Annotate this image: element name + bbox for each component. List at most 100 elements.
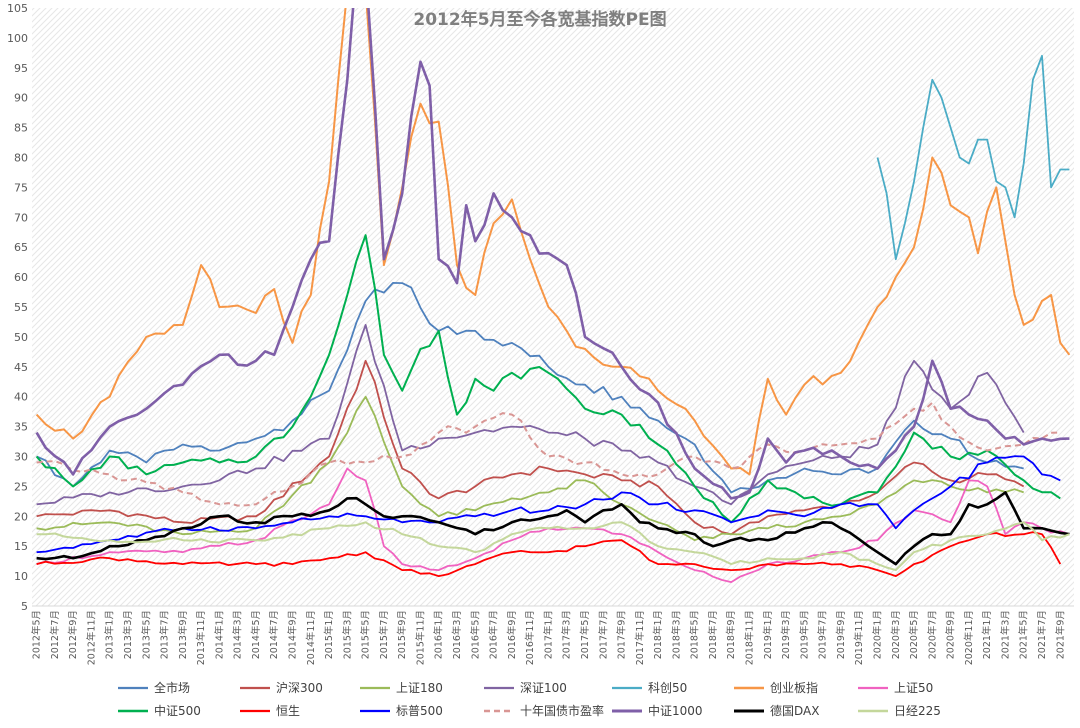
x-tick-label: 2017年5月 bbox=[579, 610, 591, 659]
x-tick-label: 2014年7月 bbox=[268, 610, 280, 659]
legend-label: 德国DAX bbox=[770, 703, 819, 718]
x-tick-label: 2018年11月 bbox=[744, 610, 756, 665]
x-axis: 2012年5月 2012年7月 2012年9月 2012年11月 2013年1月 2013… bbox=[31, 610, 1067, 665]
x-tick-label: 2018年5月 bbox=[689, 610, 701, 659]
x-tick-label: 2021年5月 bbox=[1018, 610, 1030, 659]
x-tick-label: 2014年3月 bbox=[232, 610, 244, 659]
x-tick-label: 2013年7月 bbox=[159, 610, 171, 659]
x-tick-label: 2020年5月 bbox=[908, 610, 920, 659]
y-tick-label: 85 bbox=[14, 122, 28, 135]
y-tick-label: 80 bbox=[14, 152, 28, 165]
x-tick-label: 2019年9月 bbox=[835, 610, 847, 659]
x-tick-label: 2015年3月 bbox=[341, 610, 353, 659]
legend-label: 中证500 bbox=[154, 703, 201, 718]
y-axis: 5 10 15 20 25 30 35 40 45 50 55 60 65 70 75 80 85 90 95 100… bbox=[7, 2, 1074, 613]
y-tick-label: 25 bbox=[14, 480, 28, 493]
x-tick-label: 2015年1月 bbox=[323, 610, 335, 659]
series-line-9 bbox=[36, 531, 1062, 577]
x-tick-label: 2014年9月 bbox=[287, 610, 299, 659]
x-tick-label: 2019年5月 bbox=[798, 610, 810, 659]
y-tick-label: 5 bbox=[21, 600, 28, 613]
x-tick-label: 2016年11月 bbox=[524, 610, 536, 665]
x-tick-label: 2013年11月 bbox=[195, 610, 207, 665]
x-tick-label: 2020年3月 bbox=[890, 610, 902, 659]
x-tick-label: 2012年9月 bbox=[67, 610, 79, 659]
x-tick-label: 2020年1月 bbox=[871, 610, 883, 659]
series-line-1 bbox=[36, 281, 1024, 494]
x-tick-label: 2012年5月 bbox=[31, 610, 43, 659]
x-tick-label: 2013年5月 bbox=[140, 610, 152, 659]
y-tick-label: 35 bbox=[14, 421, 28, 434]
y-tick-label: 90 bbox=[14, 92, 28, 105]
x-tick-label: 2013年1月 bbox=[104, 610, 116, 659]
x-tick-label: 2020年9月 bbox=[945, 610, 957, 659]
x-tick-label: 2014年5月 bbox=[250, 610, 262, 659]
legend-label: 沪深300 bbox=[276, 681, 323, 695]
x-tick-label: 2014年11月 bbox=[305, 610, 317, 665]
x-tick-label: 2012年7月 bbox=[49, 610, 61, 659]
x-tick-label: 2014年1月 bbox=[213, 610, 225, 659]
x-tick-label: 2015年9月 bbox=[396, 610, 408, 659]
x-tick-label: 2017年7月 bbox=[597, 610, 609, 659]
x-tick-label: 2015年5月 bbox=[360, 610, 372, 659]
x-tick-label: 2016年9月 bbox=[506, 610, 518, 659]
x-tick-label: 2017年11月 bbox=[634, 610, 646, 665]
y-tick-label: 65 bbox=[14, 241, 28, 254]
y-tick-label: 60 bbox=[14, 271, 28, 284]
y-tick-label: 70 bbox=[14, 211, 28, 224]
x-tick-label: 2016年1月 bbox=[433, 610, 445, 659]
y-tick-label: 45 bbox=[14, 361, 28, 374]
series-line-14 bbox=[36, 521, 1070, 572]
legend: 全市场 沪深300 上证180 深证100 科创50 创业板指 上证50 中证500 恒生 标普5… bbox=[118, 680, 941, 718]
y-tick-label: 15 bbox=[14, 540, 28, 553]
x-tick-label: 2021年9月 bbox=[1054, 610, 1066, 659]
legend-label: 标普500 bbox=[396, 704, 443, 718]
series-line-6 bbox=[35, 8, 1071, 476]
series-line-4 bbox=[36, 323, 1025, 506]
x-tick-label: 2021年7月 bbox=[1036, 610, 1048, 659]
x-tick-label: 2020年7月 bbox=[926, 610, 938, 659]
y-tick-label: 100 bbox=[7, 32, 28, 45]
series-line-7 bbox=[36, 467, 1070, 583]
x-tick-label: 2018年3月 bbox=[670, 610, 682, 659]
y-tick-label: 40 bbox=[14, 391, 28, 404]
x-tick-label: 2016年7月 bbox=[488, 610, 500, 659]
y-tick-label: 55 bbox=[14, 301, 28, 314]
x-tick-label: 2019年11月 bbox=[853, 610, 865, 665]
series-line-8 bbox=[35, 234, 1061, 524]
x-tick-label: 2012年11月 bbox=[85, 610, 97, 665]
series-line-5 bbox=[876, 54, 1070, 261]
series-line-11 bbox=[36, 401, 1061, 507]
y-tick-label: 75 bbox=[14, 181, 28, 194]
x-tick-label: 2019年3月 bbox=[780, 610, 792, 659]
legend-label: 上证180 bbox=[396, 681, 443, 695]
x-tick-label: 2013年9月 bbox=[177, 610, 189, 659]
x-tick-label: 2013年3月 bbox=[122, 610, 134, 659]
legend-label: 中证1000 bbox=[648, 703, 703, 718]
x-tick-label: 2015年7月 bbox=[378, 610, 390, 659]
x-tick-label: 2016年5月 bbox=[469, 610, 481, 659]
y-tick-label: 50 bbox=[14, 331, 28, 344]
x-tick-label: 2020年11月 bbox=[963, 610, 975, 665]
x-tick-label: 2018年9月 bbox=[725, 610, 737, 659]
plot-background bbox=[32, 8, 1074, 606]
legend-label: 上证50 bbox=[894, 681, 933, 695]
legend-label: 全市场 bbox=[154, 680, 190, 695]
series-line-2 bbox=[36, 359, 1025, 536]
y-tick-label: 95 bbox=[14, 62, 28, 75]
series-line-12 bbox=[35, 8, 1070, 500]
x-tick-label: 2019年1月 bbox=[762, 610, 774, 659]
y-tick-label: 105 bbox=[7, 2, 28, 15]
legend-label: 日经225 bbox=[894, 704, 941, 718]
chart-title: 2012年5月至今各宽基指数PE图 bbox=[413, 9, 666, 30]
x-tick-label: 2015年11月 bbox=[414, 610, 426, 665]
series-line-13 bbox=[36, 491, 1070, 566]
legend-label: 恒生 bbox=[276, 704, 300, 718]
legend-label: 创业板指 bbox=[770, 680, 818, 695]
x-tick-label: 2017年3月 bbox=[561, 610, 573, 659]
legend-label: 十年国债市盈率 bbox=[520, 703, 604, 718]
legend-label: 科创50 bbox=[648, 681, 687, 695]
x-tick-label: 2019年7月 bbox=[817, 610, 829, 659]
x-tick-label: 2021年1月 bbox=[981, 610, 993, 659]
